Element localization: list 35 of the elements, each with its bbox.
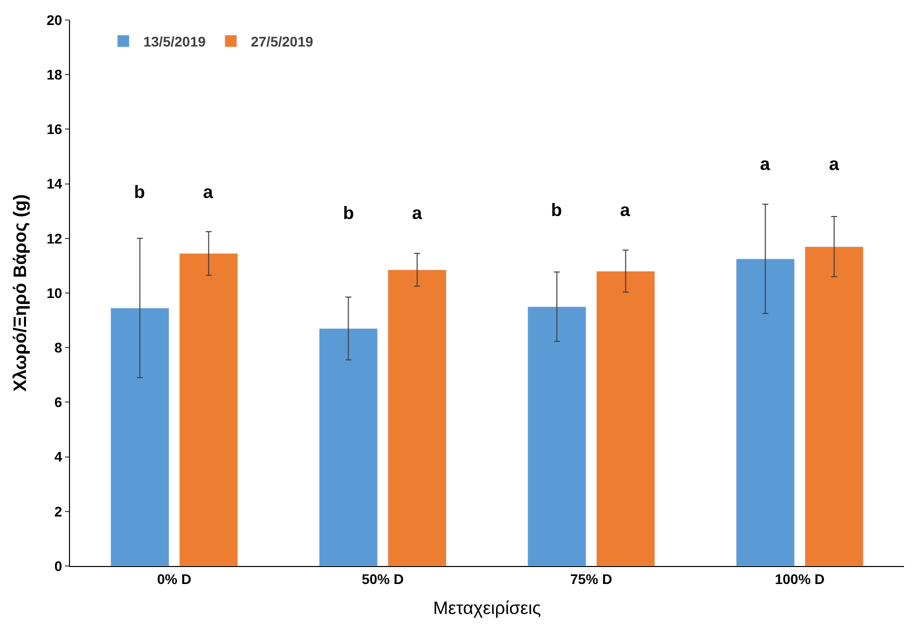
annotation: a — [829, 154, 840, 174]
bar — [388, 270, 447, 566]
y-tick-label: 8 — [54, 340, 62, 356]
y-tick-label: 12 — [46, 230, 62, 246]
y-tick-label: 6 — [54, 394, 62, 410]
annotation: a — [412, 203, 423, 223]
bar — [179, 253, 238, 566]
y-tick-label: 20 — [46, 12, 62, 28]
annotation: a — [760, 154, 771, 174]
y-tick-label: 18 — [46, 66, 62, 82]
legend-label: 13/5/2019 — [143, 34, 206, 50]
x-tick-label: 0% D — [157, 570, 192, 587]
y-tick-label: 14 — [46, 176, 62, 192]
x-tick-label: 100% D — [774, 570, 825, 587]
bar — [527, 306, 586, 566]
bar — [804, 246, 864, 566]
legend-label: 27/5/2019 — [250, 34, 314, 50]
annotation: a — [620, 200, 631, 220]
x-tick-label: 75% D — [570, 570, 612, 587]
y-tick-label: 16 — [46, 121, 62, 138]
annotation: b — [343, 203, 354, 223]
annotation: b — [134, 182, 145, 202]
bar — [110, 308, 170, 566]
y-axis-title: Χλωρό/Ξηρό Βάρος (g) — [10, 194, 30, 392]
x-tick-label: 50% D — [362, 570, 404, 587]
y-tick-label: 0 — [54, 558, 62, 574]
x-axis-title: Μεταχειρίσεις — [433, 598, 542, 618]
y-tick-label: 10 — [46, 284, 62, 301]
annotation: a — [203, 182, 214, 202]
bar — [736, 258, 795, 566]
annotation: b — [551, 200, 562, 220]
y-tick-label: 2 — [54, 503, 62, 520]
y-tick-label: 4 — [54, 448, 62, 465]
bar — [596, 270, 656, 566]
bar — [318, 328, 378, 566]
